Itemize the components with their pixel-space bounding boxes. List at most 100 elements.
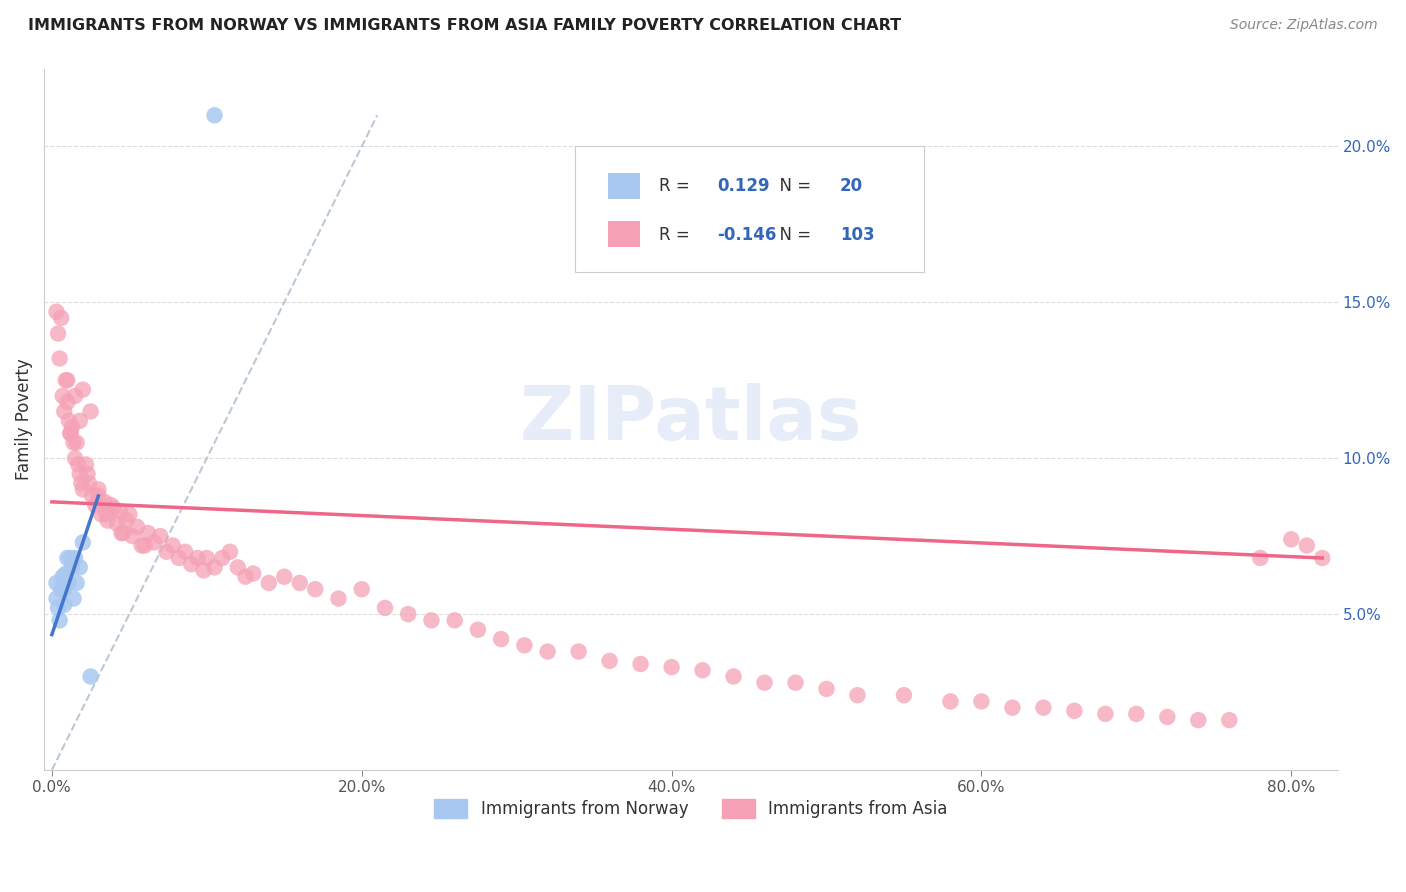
- Point: [75, 458, 97, 472]
- Point: [489, 632, 512, 646]
- Point: [1156, 710, 1178, 724]
- Point: [1001, 700, 1024, 714]
- Text: 103: 103: [839, 226, 875, 244]
- Point: [1032, 700, 1054, 714]
- Point: [52, 570, 75, 584]
- Point: [155, 545, 177, 559]
- Point: [125, 520, 148, 534]
- Point: [273, 570, 295, 584]
- Point: [55, 566, 77, 581]
- Point: [49, 582, 72, 597]
- Point: [167, 551, 190, 566]
- Point: [467, 623, 489, 637]
- Point: [939, 694, 962, 708]
- Point: [63, 551, 86, 566]
- Point: [45, 576, 67, 591]
- Point: [970, 694, 993, 708]
- Point: [45, 304, 67, 318]
- Point: [1249, 551, 1271, 566]
- Point: [70, 476, 93, 491]
- Point: [211, 551, 233, 566]
- Text: R =: R =: [658, 178, 695, 195]
- Point: [328, 591, 350, 606]
- Text: ZIPatlas: ZIPatlas: [520, 383, 862, 456]
- Point: [396, 607, 419, 621]
- Point: [1295, 539, 1317, 553]
- FancyBboxPatch shape: [609, 173, 641, 199]
- Point: [219, 545, 242, 559]
- Text: N =: N =: [769, 178, 815, 195]
- Point: [69, 467, 91, 481]
- Point: [136, 526, 159, 541]
- Point: [79, 404, 101, 418]
- Point: [661, 660, 683, 674]
- Point: [174, 545, 197, 559]
- Point: [112, 526, 135, 541]
- Point: [121, 529, 143, 543]
- Point: [115, 514, 138, 528]
- Point: [76, 467, 98, 481]
- Point: [1218, 713, 1240, 727]
- Point: [69, 414, 91, 428]
- Point: [108, 504, 131, 518]
- Point: [59, 426, 82, 441]
- Point: [56, 395, 79, 409]
- Point: [1310, 551, 1333, 566]
- Point: [77, 476, 100, 491]
- Point: [60, 560, 83, 574]
- Text: R =: R =: [658, 226, 695, 244]
- Point: [110, 526, 132, 541]
- Point: [304, 582, 326, 597]
- Point: [374, 600, 396, 615]
- Point: [72, 383, 94, 397]
- Point: [53, 598, 76, 612]
- Point: [46, 600, 69, 615]
- Point: [59, 426, 82, 441]
- Point: [692, 663, 714, 677]
- Point: [143, 535, 166, 549]
- Point: [48, 351, 70, 366]
- Point: [60, 420, 83, 434]
- Point: [82, 489, 104, 503]
- Point: [195, 551, 218, 566]
- Point: [58, 576, 80, 591]
- Point: [235, 570, 257, 584]
- Point: [52, 389, 75, 403]
- Point: [69, 560, 91, 574]
- Point: [97, 514, 120, 528]
- Point: [204, 560, 226, 574]
- Point: [55, 373, 77, 387]
- Point: [63, 451, 86, 466]
- Point: [58, 414, 80, 428]
- Point: [56, 551, 79, 566]
- Point: [1063, 704, 1085, 718]
- Point: [893, 688, 915, 702]
- Text: IMMIGRANTS FROM NORWAY VS IMMIGRANTS FROM ASIA FAMILY POVERTY CORRELATION CHART: IMMIGRANTS FROM NORWAY VS IMMIGRANTS FRO…: [28, 18, 901, 33]
- Point: [149, 529, 172, 543]
- Point: [66, 576, 89, 591]
- FancyBboxPatch shape: [609, 221, 641, 247]
- Point: [63, 389, 86, 403]
- Point: [87, 483, 110, 497]
- Point: [67, 458, 90, 472]
- Point: [1187, 713, 1209, 727]
- Point: [420, 613, 443, 627]
- Point: [1279, 533, 1302, 547]
- Point: [105, 516, 128, 531]
- Point: [56, 373, 79, 387]
- Point: [226, 560, 249, 574]
- Point: [204, 108, 226, 122]
- Point: [49, 310, 72, 325]
- Point: [1125, 706, 1147, 721]
- Point: [536, 644, 558, 658]
- Point: [100, 498, 122, 512]
- Point: [443, 613, 465, 627]
- Point: [785, 675, 807, 690]
- Text: 0.129: 0.129: [717, 178, 769, 195]
- Point: [568, 644, 591, 658]
- Legend: Immigrants from Norway, Immigrants from Asia: Immigrants from Norway, Immigrants from …: [427, 792, 955, 825]
- Point: [94, 508, 117, 522]
- Point: [162, 539, 184, 553]
- Point: [350, 582, 373, 597]
- Text: -0.146: -0.146: [717, 226, 776, 244]
